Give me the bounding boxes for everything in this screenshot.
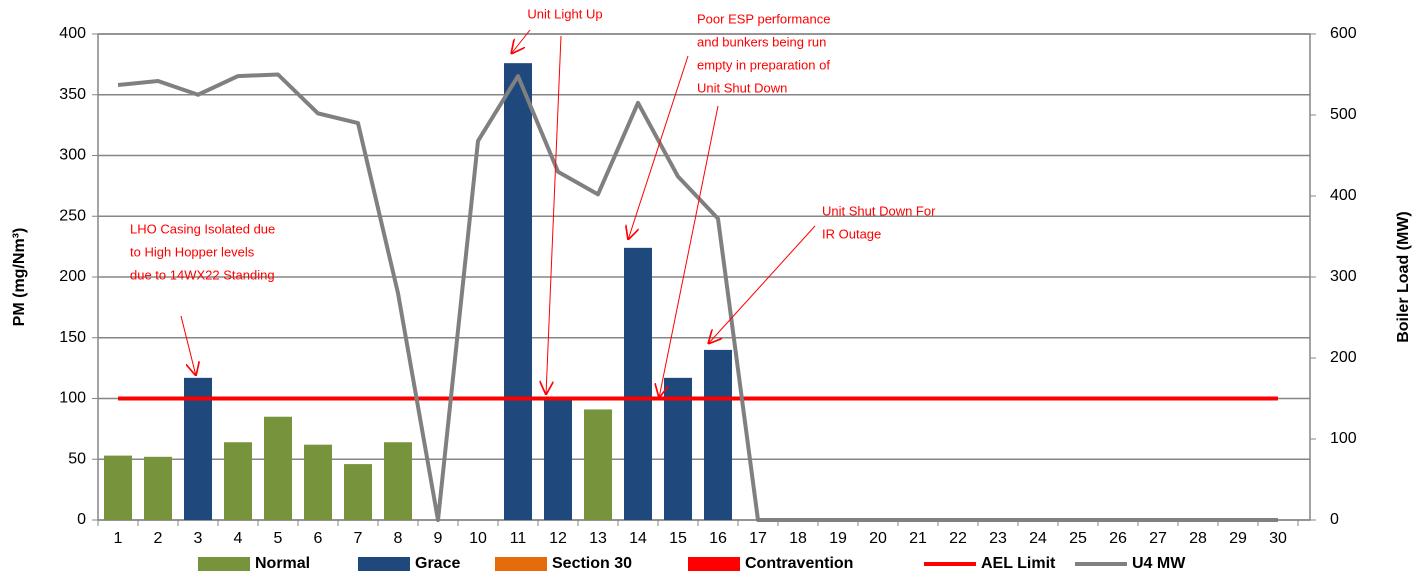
annotation: due to 14WX22 Standing bbox=[130, 267, 275, 282]
arrow bbox=[628, 55, 689, 240]
x-tick-label: 22 bbox=[949, 530, 967, 547]
annotation: empty in preparation of bbox=[697, 57, 830, 72]
bar bbox=[304, 444, 332, 520]
arrow bbox=[659, 105, 719, 398]
annotation-arrows bbox=[180, 29, 816, 398]
bar bbox=[384, 442, 412, 520]
y2-tick-label: 600 bbox=[1330, 25, 1357, 42]
x-tick-label: 25 bbox=[1069, 530, 1087, 547]
y2-axis-label: Boiler Load (MW) bbox=[1395, 211, 1412, 343]
x-tick-label: 2 bbox=[154, 530, 163, 547]
y-tick-label: 300 bbox=[59, 147, 86, 164]
arrow bbox=[708, 225, 816, 344]
annotation: Poor ESP performance bbox=[697, 11, 830, 26]
legend-swatch bbox=[198, 557, 250, 571]
line bbox=[117, 72, 1278, 522]
x-tick-label: 26 bbox=[1109, 530, 1127, 547]
x-tick-label: 30 bbox=[1269, 530, 1287, 547]
x-tick-label: 17 bbox=[749, 530, 767, 547]
x-tick-label: 7 bbox=[354, 530, 363, 547]
bar bbox=[504, 63, 532, 520]
y-tick-label: 200 bbox=[59, 268, 86, 285]
x-tick-label: 29 bbox=[1229, 530, 1247, 547]
x-tick-label: 24 bbox=[1029, 530, 1047, 547]
legend-label: Contravention bbox=[745, 555, 853, 572]
bar bbox=[544, 398, 572, 520]
x-tick-label: 4 bbox=[234, 530, 243, 547]
bar bbox=[184, 377, 212, 520]
x-tick-label: 1 bbox=[114, 530, 123, 547]
legend-swatch bbox=[495, 557, 547, 571]
x-tick-label: 3 bbox=[194, 530, 203, 547]
x-tick-label: 27 bbox=[1149, 530, 1167, 547]
y-tick-label: 150 bbox=[59, 329, 86, 346]
bar bbox=[584, 409, 612, 520]
legend-swatch bbox=[358, 557, 410, 571]
y2-tick-label: 300 bbox=[1330, 268, 1357, 285]
y-tick-label: 0 bbox=[77, 511, 86, 528]
bar bbox=[264, 416, 292, 520]
arrow bbox=[546, 35, 562, 395]
annotation: LHO Casing Isolated due bbox=[130, 221, 275, 236]
x-tick-label: 16 bbox=[709, 530, 727, 547]
y2-tick-label: 200 bbox=[1330, 349, 1357, 366]
annotation: to High Hopper levels bbox=[130, 244, 255, 259]
legend-label: AEL Limit bbox=[981, 555, 1056, 572]
annotation: and bunkers being run bbox=[697, 34, 826, 49]
legend-label: Section 30 bbox=[552, 555, 632, 572]
legend-swatch bbox=[688, 557, 740, 571]
y2-tick-label: 500 bbox=[1330, 106, 1357, 123]
x-tick-label: 21 bbox=[909, 530, 927, 547]
x-tick-label: 18 bbox=[789, 530, 807, 547]
x-tick-label: 14 bbox=[629, 530, 647, 547]
y-axis-label: PM (mg/Nm³) bbox=[11, 228, 28, 327]
annotation: Unit Light Up bbox=[527, 6, 602, 21]
x-tick-label: 15 bbox=[669, 530, 687, 547]
y-tick-label: 350 bbox=[59, 86, 86, 103]
bar bbox=[704, 349, 732, 520]
y2-tick-label: 400 bbox=[1330, 187, 1357, 204]
x-tick-label: 8 bbox=[394, 530, 403, 547]
bar bbox=[104, 455, 132, 520]
annotation: IR Outage bbox=[822, 226, 881, 241]
x-tick-label: 9 bbox=[434, 530, 443, 547]
x-tick-label: 6 bbox=[314, 530, 323, 547]
arrow bbox=[511, 29, 531, 54]
x-tick-label: 13 bbox=[589, 530, 607, 547]
x-tick-label: 28 bbox=[1189, 530, 1207, 547]
y2-tick-label: 0 bbox=[1330, 511, 1339, 528]
x-tick-label: 20 bbox=[869, 530, 887, 547]
legend-label: Normal bbox=[255, 555, 310, 572]
bar bbox=[224, 442, 252, 520]
y-tick-label: 50 bbox=[68, 450, 86, 467]
y-tick-label: 400 bbox=[59, 25, 86, 42]
legend-label: Grace bbox=[415, 555, 460, 572]
bar bbox=[664, 377, 692, 520]
x-tick-label: 5 bbox=[274, 530, 283, 547]
x-tick-label: 19 bbox=[829, 530, 847, 547]
annotation: Unit Shut Down bbox=[697, 80, 787, 95]
y-tick-label: 250 bbox=[59, 207, 86, 224]
legend-label: U4 MW bbox=[1132, 555, 1186, 572]
arrow bbox=[180, 315, 196, 376]
x-tick-label: 12 bbox=[549, 530, 567, 547]
x-tick-label: 11 bbox=[510, 530, 527, 547]
x-tick-label: 23 bbox=[989, 530, 1007, 547]
annotation: Unit Shut Down For bbox=[822, 203, 936, 218]
x-tick-label: 10 bbox=[469, 530, 487, 547]
bar bbox=[144, 456, 172, 520]
y-tick-label: 100 bbox=[59, 390, 86, 407]
y2-tick-label: 100 bbox=[1330, 430, 1357, 447]
bar bbox=[344, 464, 372, 520]
bar bbox=[624, 247, 652, 520]
